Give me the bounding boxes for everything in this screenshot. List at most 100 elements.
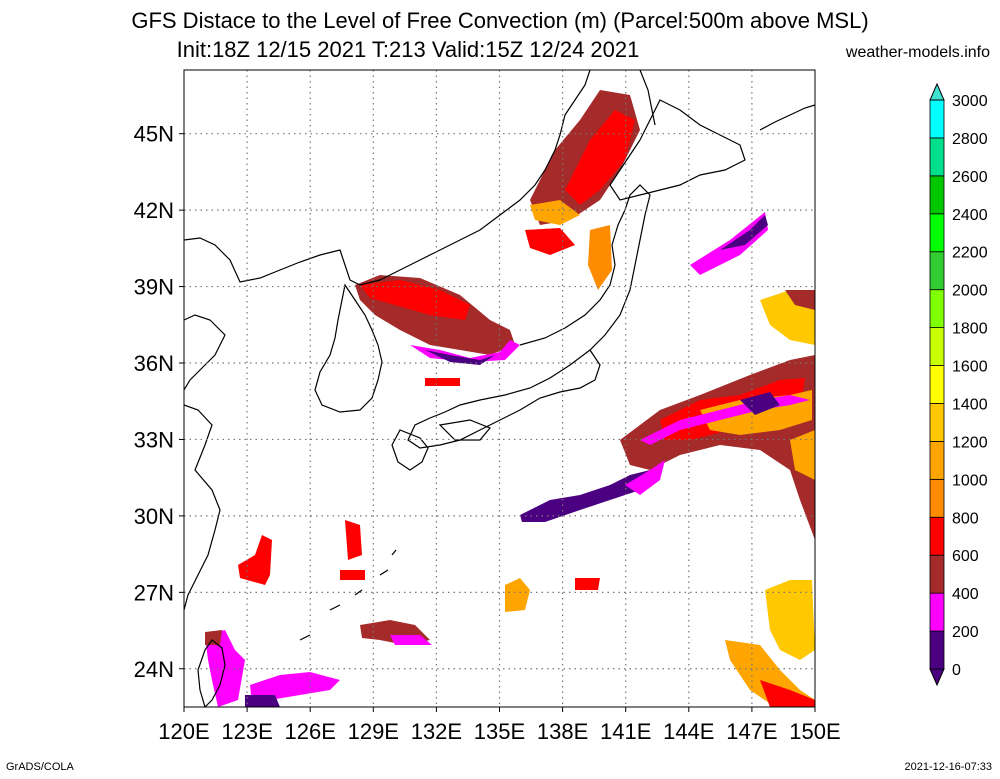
coastline-china-east	[184, 404, 221, 611]
legend-swatch	[929, 440, 945, 480]
coastline-hokkaido	[609, 99, 746, 201]
legend-label: 1200	[952, 434, 988, 451]
coastline-ryukyu	[299, 549, 397, 641]
legend-arrow-low	[929, 668, 945, 687]
field-patch	[360, 280, 470, 320]
legend-swatch	[929, 554, 945, 594]
lon-tick-label: 147E	[726, 719, 777, 744]
legend-swatch	[929, 365, 945, 404]
field-patch	[740, 392, 780, 415]
field-patch	[725, 640, 815, 707]
lat-tick-label: 45N	[134, 122, 174, 147]
legend-swatch	[929, 516, 945, 556]
lon-tick-label: 120E	[158, 719, 209, 744]
lat-tick-label: 42N	[134, 198, 174, 223]
legend-label: 2800	[952, 131, 988, 148]
legend-label: 0	[952, 662, 961, 679]
legend-label: 2000	[952, 283, 988, 300]
legend-label: 600	[952, 548, 979, 565]
legend-swatch	[929, 99, 945, 139]
legend-label: 400	[952, 586, 979, 603]
field-patch	[205, 630, 222, 645]
footer-timestamp: 2021-12-16-07:33	[904, 761, 992, 773]
coastline-sakhalin	[639, 70, 656, 126]
legend-swatch	[929, 213, 945, 253]
field-patch	[760, 680, 815, 707]
legend-label: 200	[952, 624, 979, 641]
legend-arrow-high	[929, 82, 945, 101]
axis-labels: 120E 123E 126E 129E 132E 135E 138E 141E 144E 147E…	[134, 122, 841, 744]
field-patch	[720, 215, 768, 250]
legend-swatch	[929, 478, 945, 518]
field-patch	[390, 635, 432, 645]
field-patch	[625, 460, 665, 495]
field-patch	[520, 470, 650, 522]
coastline-asia	[184, 70, 591, 286]
legend-label: 800	[952, 510, 979, 527]
coastline-layer	[184, 70, 815, 707]
legend-swatch	[929, 630, 945, 670]
field-patch	[765, 580, 815, 660]
lat-tick-label: 30N	[134, 504, 174, 529]
lat-tick-label: 27N	[134, 580, 174, 605]
lon-tick-label: 141E	[600, 719, 651, 744]
legend-label: 2400	[952, 207, 988, 224]
color-legend: 0 200 400 600 800 1000 1200 1400 1600 1800 2000 220…	[929, 82, 988, 687]
map-title: GFS Distace to the Level of Free Convect…	[131, 8, 869, 33]
lon-tick-label: 123E	[221, 719, 272, 744]
lat-tick-label: 36N	[134, 351, 174, 376]
legend-swatch	[929, 175, 945, 215]
coastline-asia-west	[184, 314, 226, 391]
legend-label: 1600	[952, 359, 988, 376]
field-patch	[425, 350, 495, 365]
legend-label: 2600	[952, 169, 988, 186]
map-grid	[184, 70, 815, 707]
lon-tick-label: 126E	[285, 719, 336, 744]
legend-label: 3000	[952, 93, 988, 110]
field-patch	[345, 520, 362, 560]
lon-tick-label: 129E	[348, 719, 399, 744]
field-patch	[530, 200, 580, 225]
field-patch	[205, 630, 245, 707]
field-patch	[790, 430, 815, 480]
legend-swatch	[929, 592, 945, 632]
lfc-field-layer	[205, 90, 815, 707]
lat-tick-label: 24N	[134, 657, 174, 682]
coastline-korea	[314, 283, 383, 413]
coastline-shikoku	[438, 419, 491, 441]
lon-tick-label: 144E	[663, 719, 714, 744]
field-patch	[505, 578, 530, 612]
coastline-kurils	[759, 104, 815, 131]
coastline-honshu	[407, 184, 651, 449]
legend-swatch	[929, 137, 945, 177]
lat-tick-label: 39N	[134, 275, 174, 300]
legend-label: 2200	[952, 245, 988, 262]
field-patch	[588, 225, 612, 290]
lon-tick-label: 135E	[474, 719, 525, 744]
lon-tick-label: 132E	[411, 719, 462, 744]
field-patch	[565, 110, 635, 205]
lat-tick-label: 33N	[134, 427, 174, 452]
legend-swatch	[929, 289, 945, 328]
lon-tick-label: 138E	[537, 719, 588, 744]
field-patch	[525, 228, 575, 255]
footer-credit: GrADS/COLA	[6, 761, 74, 773]
legend-label: 1800	[952, 321, 988, 338]
field-patch	[238, 535, 272, 585]
field-patch	[785, 290, 815, 310]
legend-label: 1000	[952, 472, 988, 489]
field-patch	[245, 695, 280, 707]
field-patch	[425, 378, 460, 386]
legend-swatch	[929, 251, 945, 291]
legend-label: 1400	[952, 396, 988, 413]
field-patch	[340, 570, 365, 580]
field-patch	[575, 578, 600, 590]
map-subtitle: Init:18Z 12/15 2021 T:213 Valid:15Z 12/2…	[176, 37, 640, 62]
legend-swatch	[929, 403, 945, 442]
coastline-taiwan	[197, 639, 226, 707]
source-label: weather-models.info	[845, 44, 990, 61]
lon-tick-label: 150E	[789, 719, 840, 744]
legend-swatch	[929, 327, 945, 366]
field-patch	[690, 212, 768, 275]
